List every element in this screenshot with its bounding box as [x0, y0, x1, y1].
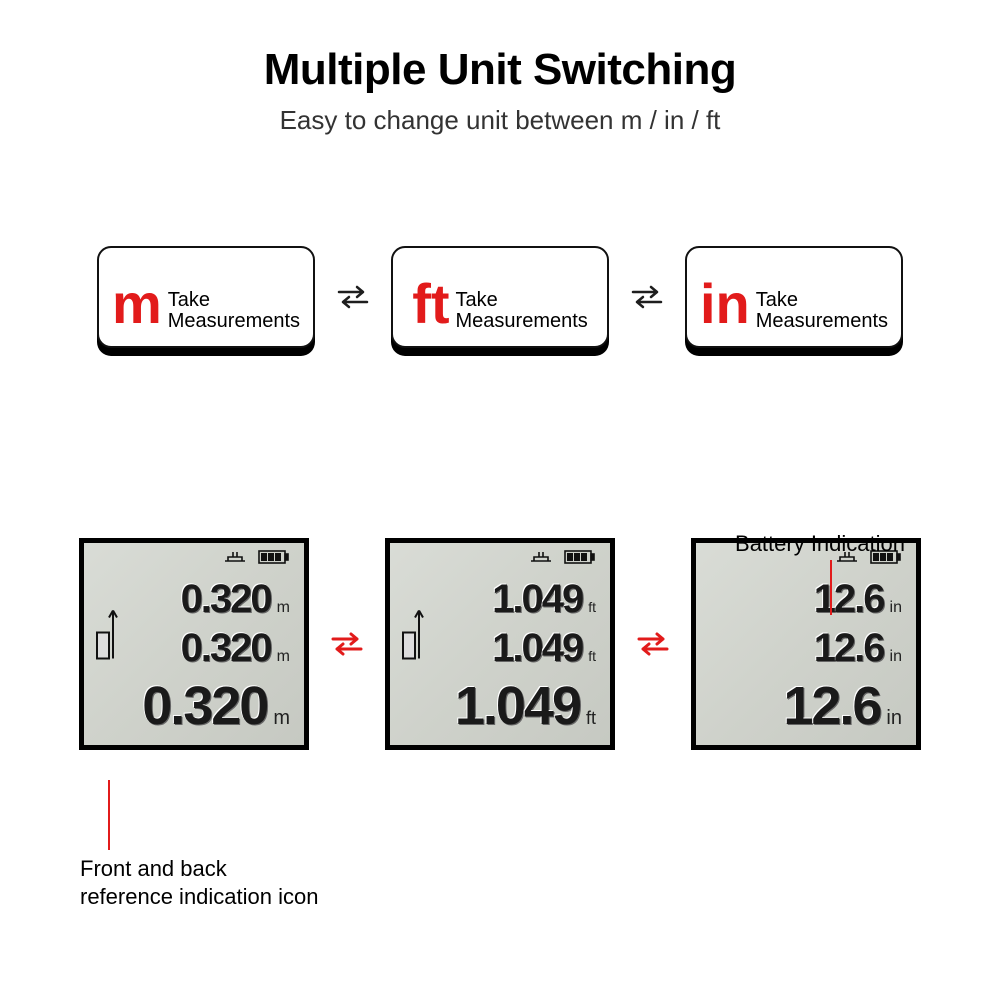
- lcd-unit: ft: [588, 648, 596, 664]
- lcd-value: 1.049: [455, 675, 580, 737]
- swap-icon: [333, 282, 373, 312]
- swap-icon: [633, 629, 673, 659]
- lcd-unit: in: [886, 707, 902, 730]
- lcd-unit: ft: [586, 708, 596, 729]
- unit-symbol: ft: [412, 276, 449, 332]
- battery-icon: [258, 549, 290, 565]
- unit-button-in[interactable]: in Take Measurements: [685, 246, 903, 348]
- lcd-value: 0.320: [142, 675, 267, 737]
- laser-icon: [528, 549, 554, 565]
- unit-label: Take Measurements: [168, 290, 300, 332]
- lcd-screen-in: 12.6 in 12.6 in 12.6 in: [691, 538, 921, 750]
- lcd-screen-ft: 1.049 ft 1.049 ft 1.049 ft: [385, 538, 615, 750]
- reference-icon: [94, 607, 118, 677]
- lcd-status-icons: [390, 549, 610, 565]
- laser-icon: [222, 549, 248, 565]
- swap-icon: [627, 282, 667, 312]
- lcd-unit: m: [273, 707, 290, 730]
- unit-symbol: m: [112, 276, 162, 332]
- lcd-unit: m: [277, 648, 290, 666]
- unit-label-top: Take: [168, 289, 210, 311]
- unit-label-bottom: Measurements: [456, 310, 588, 332]
- lcd-status-icons: [84, 549, 304, 565]
- lcd-reading-line: 0.320 m: [181, 626, 290, 671]
- reference-icon: [400, 607, 424, 677]
- callout-line: [108, 780, 110, 850]
- lcd-readings: 12.6 in 12.6 in 12.6 in: [783, 577, 902, 737]
- unit-label: Take Measurements: [756, 290, 888, 332]
- lcd-readings: 1.049 ft 1.049 ft 1.049 ft: [455, 577, 596, 737]
- callout-reference: Front and back reference indication icon: [80, 855, 318, 910]
- lcd-readings: 0.320 m 0.320 m 0.320 m: [142, 577, 290, 737]
- lcd-value: 12.6: [783, 675, 880, 737]
- lcd-value: 1.049: [492, 577, 582, 622]
- unit-label-bottom: Measurements: [168, 310, 300, 332]
- lcd-reading-line: 0.320 m: [142, 675, 290, 737]
- unit-label-top: Take: [756, 289, 798, 311]
- lcd-value: 12.6: [814, 626, 884, 671]
- unit-button-row: m Take Measurements ft Take Measurements…: [0, 246, 1000, 348]
- page-subtitle: Easy to change unit between m / in / ft: [0, 105, 1000, 136]
- lcd-screen-row: 0.320 m 0.320 m 0.320 m 1.049 ft 1.049 ft 1.049 ft: [0, 538, 1000, 750]
- lcd-value: 12.6: [814, 577, 884, 622]
- unit-label-bottom: Measurements: [756, 310, 888, 332]
- lcd-reading-line: 1.049 ft: [492, 626, 596, 671]
- lcd-reading-line: 0.320 m: [181, 577, 290, 622]
- lcd-unit: m: [277, 599, 290, 617]
- lcd-screen-m: 0.320 m 0.320 m 0.320 m: [79, 538, 309, 750]
- lcd-unit: ft: [588, 599, 596, 615]
- swap-icon: [327, 629, 367, 659]
- lcd-unit: in: [890, 599, 902, 617]
- unit-button-m[interactable]: m Take Measurements: [97, 246, 315, 348]
- lcd-reading-line: 12.6 in: [814, 626, 902, 671]
- lcd-reading-line: 12.6 in: [783, 675, 902, 737]
- unit-label: Take Measurements: [456, 290, 588, 332]
- battery-icon: [564, 549, 596, 565]
- lcd-reading-line: 1.049 ft: [455, 675, 596, 737]
- unit-button-ft[interactable]: ft Take Measurements: [391, 246, 609, 348]
- lcd-reading-line: 1.049 ft: [492, 577, 596, 622]
- lcd-reading-line: 12.6 in: [814, 577, 902, 622]
- callout-battery: Battery Indication: [735, 530, 905, 558]
- unit-symbol: in: [700, 276, 750, 332]
- lcd-value: 0.320: [181, 577, 271, 622]
- lcd-value: 0.320: [181, 626, 271, 671]
- lcd-unit: in: [890, 648, 902, 666]
- callout-line: [830, 560, 832, 615]
- unit-label-top: Take: [456, 289, 498, 311]
- page-title: Multiple Unit Switching: [0, 0, 1000, 95]
- lcd-value: 1.049: [492, 626, 582, 671]
